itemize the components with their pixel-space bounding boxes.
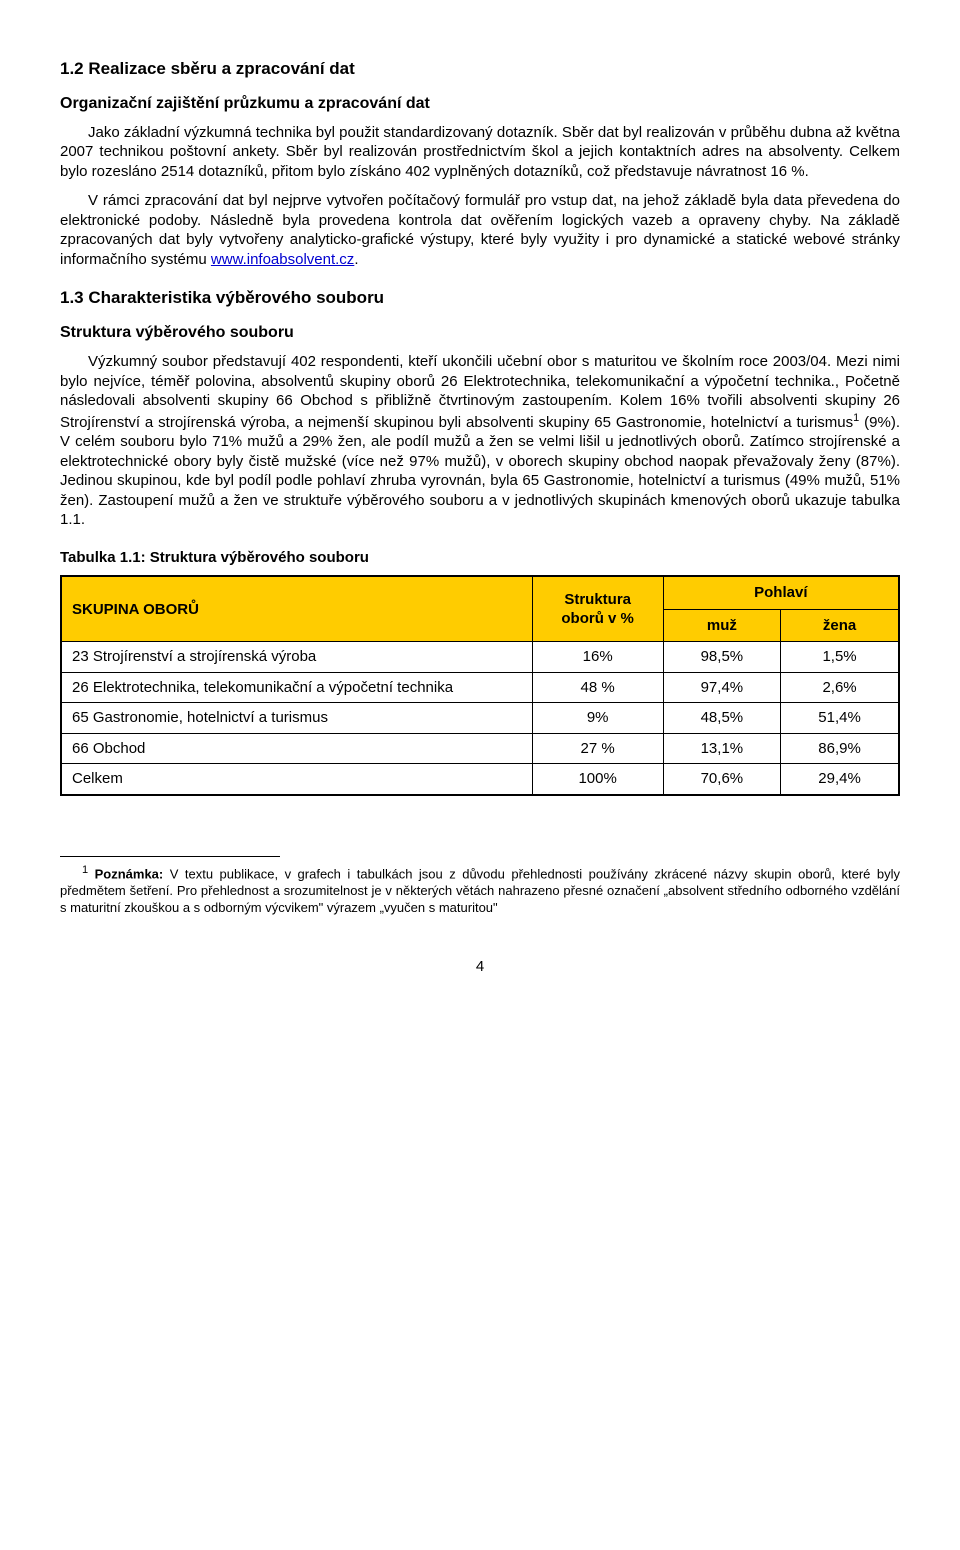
paragraph-2: V rámci zpracování dat byl nejprve vytvo… (60, 191, 900, 269)
col-header-struct: Struktura oborů v % (532, 576, 663, 642)
paragraph-2b: . (354, 251, 358, 268)
table-row: 23 Strojírenství a strojírenská výroba 1… (61, 642, 899, 673)
paragraph-3: Výzkumný soubor představují 402 responde… (60, 352, 900, 530)
table-row: 26 Elektrotechnika, telekomunikační a vý… (61, 672, 899, 703)
cell-f: 1,5% (781, 642, 899, 673)
cell-f: 2,6% (781, 672, 899, 703)
paragraph-1: Jako základní výzkumná technika byl použ… (60, 123, 900, 182)
subheading-struktura: Struktura výběrového souboru (60, 323, 900, 344)
table-row: Celkem 100% 70,6% 29,4% (61, 764, 899, 795)
cell-label: 26 Elektrotechnika, telekomunikační a vý… (61, 672, 532, 703)
subheading-organizacni: Organizační zajištění průzkumu a zpracov… (60, 94, 900, 115)
cell-f: 86,9% (781, 733, 899, 764)
col-header-sex: Pohlaví (663, 576, 899, 609)
cell-m: 98,5% (663, 642, 780, 673)
cell-m: 97,4% (663, 672, 780, 703)
col-header-female: žena (781, 609, 899, 642)
table-header-row-1: SKUPINA OBORŮ Struktura oborů v % Pohlav… (61, 576, 899, 609)
cell-pct: 48 % (532, 672, 663, 703)
footnote-number: 1 (82, 864, 88, 876)
footnote-label: Poznámka: (95, 866, 164, 881)
cell-label: 65 Gastronomie, hotelnictví a turismus (61, 703, 532, 734)
cell-label: 66 Obchod (61, 733, 532, 764)
cell-pct: 9% (532, 703, 663, 734)
footnote-text: V textu publikace, v grafech i tabulkách… (60, 866, 900, 915)
paragraph-2a: V rámci zpracování dat byl nejprve vytvo… (60, 192, 900, 268)
data-table: SKUPINA OBORŮ Struktura oborů v % Pohlav… (60, 575, 900, 796)
table-row: 66 Obchod 27 % 13,1% 86,9% (61, 733, 899, 764)
link-infoabsolvent[interactable]: www.infoabsolvent.cz (211, 251, 354, 268)
cell-label: 23 Strojírenství a strojírenská výroba (61, 642, 532, 673)
page-number: 4 (60, 957, 900, 977)
cell-m: 13,1% (663, 733, 780, 764)
table-title: Tabulka 1.1: Struktura výběrového soubor… (60, 548, 900, 568)
cell-f: 51,4% (781, 703, 899, 734)
section-heading-1-2: 1.2 Realizace sběru a zpracování dat (60, 58, 900, 80)
footnote-1: 1 Poznámka: V textu publikace, v grafech… (60, 863, 900, 917)
cell-m: 48,5% (663, 703, 780, 734)
cell-pct: 27 % (532, 733, 663, 764)
cell-f: 29,4% (781, 764, 899, 795)
cell-pct: 16% (532, 642, 663, 673)
cell-m: 70,6% (663, 764, 780, 795)
footnote-separator (60, 856, 280, 857)
section-heading-1-3: 1.3 Charakteristika výběrového souboru (60, 287, 900, 309)
col-header-group: SKUPINA OBORŮ (61, 576, 532, 642)
cell-pct: 100% (532, 764, 663, 795)
cell-label: Celkem (61, 764, 532, 795)
table-row: 65 Gastronomie, hotelnictví a turismus 9… (61, 703, 899, 734)
paragraph-3a: Výzkumný soubor představují 402 responde… (60, 353, 900, 431)
col-header-male: muž (663, 609, 780, 642)
